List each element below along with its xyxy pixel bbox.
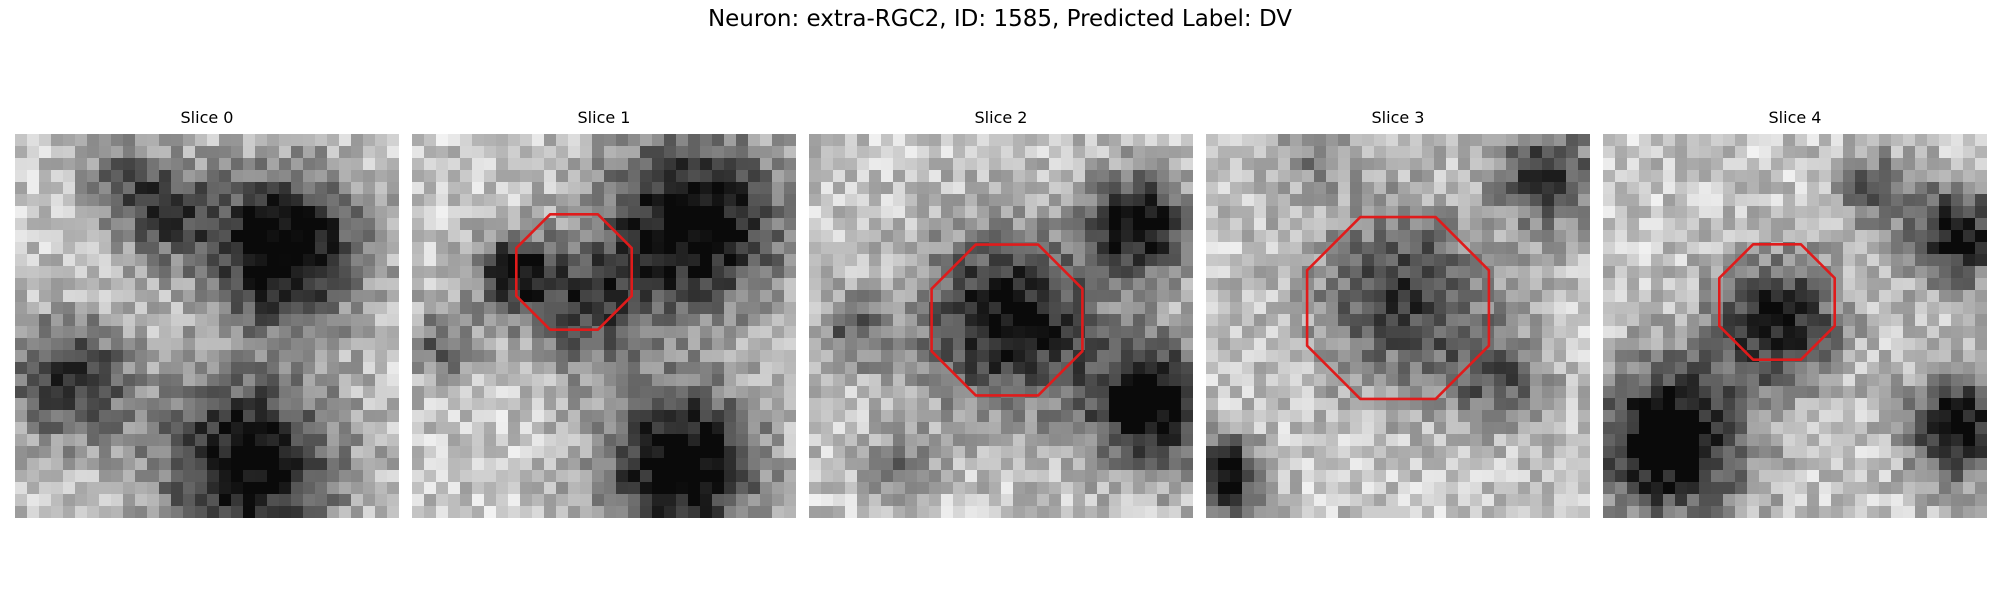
cell-contour: [930, 243, 1084, 397]
slice-title: Slice 0: [180, 108, 234, 127]
cell-contour: [1718, 243, 1836, 361]
cell-contour: [515, 213, 633, 331]
microscopy-image: [809, 134, 1193, 518]
cell-contour: [1305, 215, 1491, 401]
microscopy-image: [15, 134, 399, 518]
microscopy-image: [1206, 134, 1590, 518]
microscopy-image: [412, 134, 796, 518]
slice-title: Slice 3: [1371, 108, 1425, 127]
microscopy-image: [1603, 134, 1987, 518]
slice-title: Slice 4: [1768, 108, 1822, 127]
slice-title: Slice 2: [974, 108, 1028, 127]
slice-title: Slice 1: [577, 108, 631, 127]
figure-title: Neuron: extra-RGC2, ID: 1585, Predicted …: [707, 6, 1293, 32]
